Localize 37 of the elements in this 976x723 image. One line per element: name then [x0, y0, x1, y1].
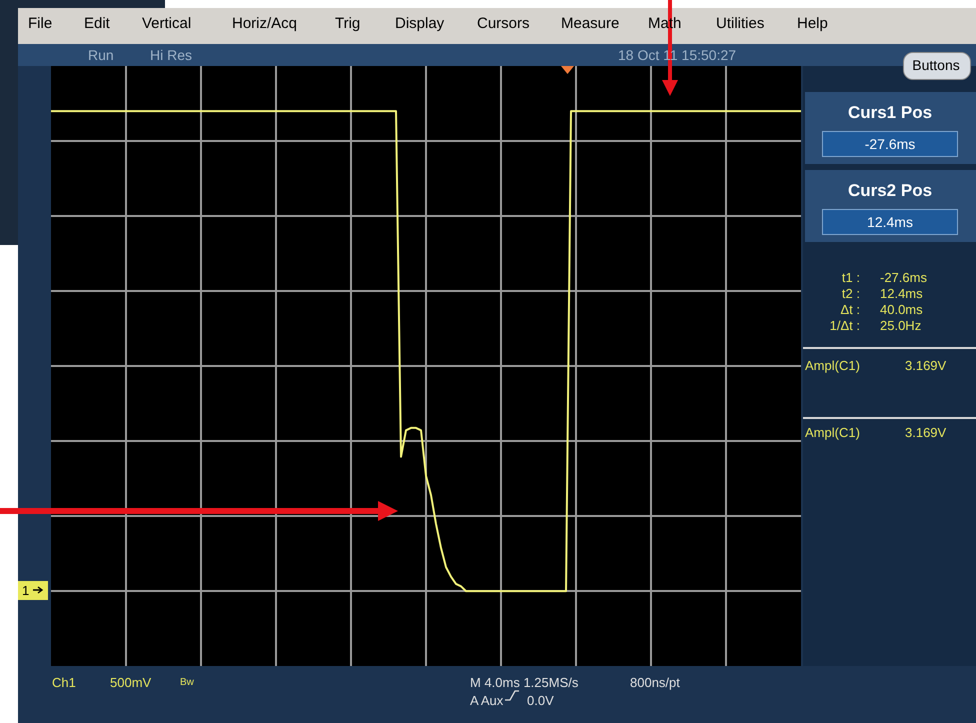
text: Horiz/Acq — [232, 15, 298, 32]
text: Run — [88, 47, 114, 63]
text: 3.169V — [905, 358, 946, 373]
text: Curs2 Pos — [848, 181, 932, 200]
text: 1 — [22, 583, 30, 598]
text: Utilities — [716, 15, 764, 32]
text: Δt : — [840, 302, 860, 317]
text: Hi Res — [150, 47, 192, 63]
text: 3.169V — [905, 425, 946, 440]
text: 0.0V — [527, 693, 554, 708]
text: -27.6ms — [880, 270, 927, 285]
text: M 4.0ms 1.25MS/s — [470, 675, 578, 690]
text: 12.4ms — [880, 286, 923, 301]
text: t2 : — [842, 286, 860, 301]
text: 25.0Hz — [880, 318, 922, 333]
text: Help — [797, 15, 828, 32]
text: Curs1 Pos — [848, 103, 932, 122]
text: Edit — [84, 15, 110, 32]
text: Measure — [561, 15, 620, 32]
text: 40.0ms — [880, 302, 923, 317]
text: 12.4ms — [867, 214, 913, 230]
text: Ampl(C1) — [805, 358, 860, 373]
text: File — [28, 15, 52, 32]
text: Trig — [335, 15, 360, 32]
text: -27.6ms — [864, 136, 916, 152]
text: Ch1 — [52, 675, 76, 690]
text: Buttons — [912, 57, 960, 73]
text: 800ns/pt — [630, 675, 680, 690]
text: Cursors — [477, 15, 530, 32]
text: Vertical — [142, 15, 192, 32]
text: Ampl(C1) — [805, 425, 860, 440]
text: 500mV — [110, 675, 152, 690]
text: 1/Δt : — [830, 318, 860, 333]
text: Display — [395, 15, 444, 32]
text: t1 : — [842, 270, 860, 285]
text: A Aux — [470, 693, 504, 708]
text: Bw — [180, 677, 194, 688]
